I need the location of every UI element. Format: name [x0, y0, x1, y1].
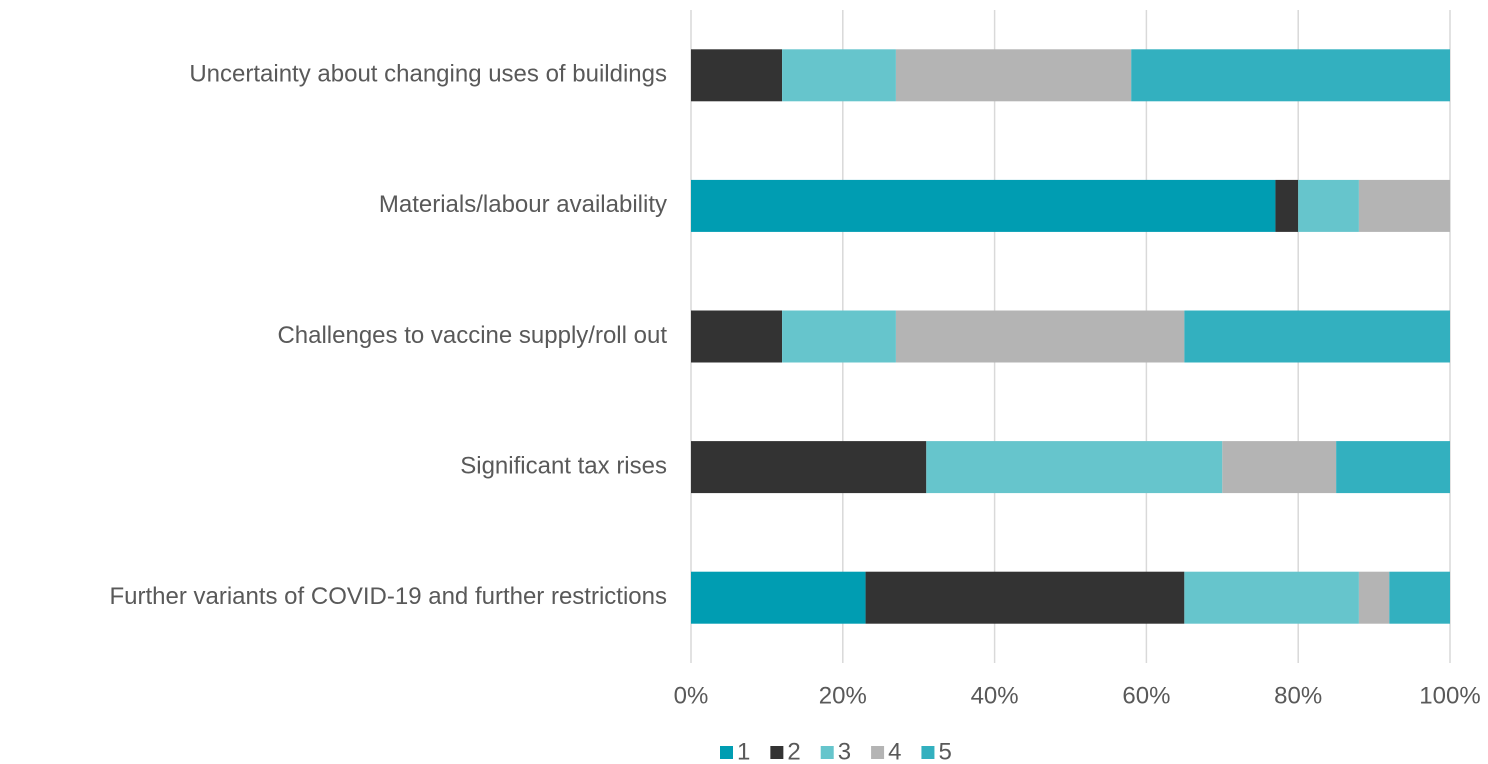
- y-tick-label: Uncertainty about changing uses of build…: [189, 61, 667, 88]
- bar-segment: [1298, 179, 1359, 232]
- legend-swatch: [921, 746, 935, 759]
- bar-segment: [1184, 571, 1359, 624]
- x-tick-label: 0%: [674, 682, 709, 709]
- x-tick-label: 20%: [819, 682, 867, 709]
- bar-segment: [691, 571, 866, 624]
- y-tick-label: Materials/labour availability: [379, 191, 667, 218]
- bar-segment: [895, 310, 1185, 363]
- legend-swatch: [720, 746, 733, 759]
- bar-segment: [1336, 441, 1450, 494]
- bar-segment: [895, 49, 1132, 102]
- legend-swatch: [770, 746, 784, 759]
- y-tick-label: Challenges to vaccine supply/roll out: [277, 322, 667, 349]
- bar-segment: [1389, 571, 1450, 624]
- legend-swatch: [871, 746, 885, 759]
- bar-segment: [865, 571, 1185, 624]
- x-tick-label: 100%: [1419, 682, 1480, 709]
- x-tick-label: 80%: [1274, 682, 1322, 709]
- legend-label: 1: [737, 738, 750, 764]
- bar-segment: [691, 49, 783, 102]
- bar-segment: [1131, 49, 1450, 102]
- bar-segment: [1184, 310, 1450, 363]
- x-tick-label: 40%: [971, 682, 1019, 709]
- bar-segment: [691, 179, 1276, 232]
- x-tick-label: 60%: [1122, 682, 1170, 709]
- legend-label: 5: [938, 738, 951, 764]
- bar-segment: [691, 310, 783, 363]
- bar-segment: [782, 310, 896, 363]
- legend-label: 4: [888, 738, 901, 764]
- bar-segment: [1358, 179, 1450, 232]
- legend-label: 3: [838, 738, 851, 764]
- legend-swatch: [820, 746, 834, 759]
- bar-segment: [1222, 441, 1337, 494]
- legend-label: 2: [787, 738, 800, 764]
- y-tick-label: Further variants of COVID-19 and further…: [109, 583, 667, 610]
- bar-segment: [691, 441, 927, 494]
- bar-segment: [1358, 571, 1390, 624]
- bar-segment: [782, 49, 896, 102]
- bar-segment: [926, 441, 1223, 494]
- y-tick-label: Significant tax rises: [460, 452, 667, 479]
- bar-segment: [1275, 179, 1299, 232]
